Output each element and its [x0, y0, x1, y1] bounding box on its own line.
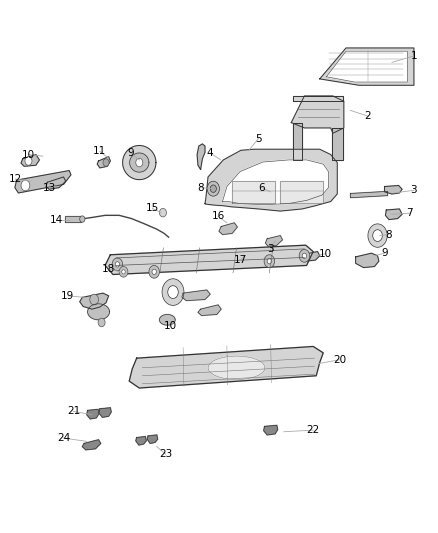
Polygon shape	[332, 128, 343, 160]
Text: 5: 5	[255, 134, 262, 143]
Text: 23: 23	[159, 449, 172, 459]
Polygon shape	[356, 253, 379, 268]
Circle shape	[168, 286, 178, 298]
Text: 20: 20	[333, 355, 346, 365]
Text: 7: 7	[406, 208, 413, 218]
Circle shape	[115, 262, 120, 267]
Polygon shape	[232, 181, 275, 203]
Circle shape	[122, 270, 125, 274]
Circle shape	[264, 255, 275, 268]
Circle shape	[21, 180, 30, 191]
Polygon shape	[385, 185, 402, 194]
Circle shape	[119, 266, 128, 277]
Text: 19: 19	[61, 291, 74, 301]
Circle shape	[162, 279, 184, 305]
Circle shape	[152, 269, 156, 274]
Polygon shape	[97, 157, 110, 168]
Polygon shape	[280, 181, 323, 203]
Polygon shape	[182, 290, 210, 301]
Polygon shape	[123, 146, 156, 180]
Circle shape	[103, 159, 109, 166]
Polygon shape	[293, 123, 302, 160]
Polygon shape	[350, 191, 388, 198]
Polygon shape	[105, 245, 313, 274]
Text: 4: 4	[207, 148, 214, 158]
Circle shape	[149, 265, 159, 278]
Circle shape	[90, 294, 99, 305]
Text: 14: 14	[49, 215, 63, 224]
Polygon shape	[219, 223, 237, 235]
Circle shape	[207, 181, 219, 196]
Circle shape	[80, 216, 85, 222]
Text: 3: 3	[267, 245, 274, 254]
Polygon shape	[21, 155, 39, 166]
Text: 3: 3	[410, 185, 417, 195]
Text: 8: 8	[385, 230, 392, 239]
Polygon shape	[65, 216, 81, 222]
Polygon shape	[326, 51, 407, 82]
Circle shape	[136, 158, 143, 167]
Text: 8: 8	[197, 183, 204, 192]
Text: 10: 10	[22, 150, 35, 159]
Polygon shape	[205, 149, 337, 211]
Polygon shape	[99, 408, 111, 417]
Text: 11: 11	[93, 147, 106, 156]
Circle shape	[25, 157, 32, 165]
Text: 10: 10	[163, 321, 177, 331]
Text: 12: 12	[9, 174, 22, 184]
Polygon shape	[82, 440, 101, 450]
Circle shape	[302, 253, 307, 259]
Polygon shape	[303, 252, 320, 261]
Polygon shape	[136, 437, 146, 445]
Polygon shape	[320, 48, 414, 85]
Circle shape	[159, 208, 166, 217]
Polygon shape	[208, 356, 265, 379]
Circle shape	[210, 185, 216, 192]
Text: 17: 17	[233, 255, 247, 265]
Polygon shape	[15, 171, 71, 193]
Polygon shape	[129, 346, 323, 388]
Polygon shape	[159, 314, 175, 325]
Circle shape	[368, 224, 387, 247]
Text: 9: 9	[127, 148, 134, 158]
Text: 2: 2	[364, 111, 371, 121]
Text: 18: 18	[102, 264, 115, 274]
Polygon shape	[88, 304, 110, 320]
Circle shape	[98, 318, 105, 327]
Text: 10: 10	[318, 249, 332, 259]
Polygon shape	[130, 153, 149, 172]
Polygon shape	[265, 236, 283, 246]
Polygon shape	[147, 435, 158, 443]
Text: 13: 13	[42, 183, 56, 192]
Text: 24: 24	[57, 433, 70, 443]
Polygon shape	[87, 409, 99, 419]
Text: 6: 6	[258, 183, 265, 192]
Circle shape	[112, 258, 123, 271]
Text: 15: 15	[146, 204, 159, 213]
Circle shape	[373, 230, 382, 241]
Text: 21: 21	[67, 407, 80, 416]
Text: 22: 22	[307, 425, 320, 435]
Polygon shape	[46, 177, 66, 189]
Text: 1: 1	[410, 51, 417, 61]
Polygon shape	[198, 305, 221, 316]
Polygon shape	[197, 144, 205, 169]
Circle shape	[299, 249, 310, 262]
Text: 16: 16	[212, 212, 225, 221]
Text: 9: 9	[381, 248, 388, 258]
Polygon shape	[291, 96, 344, 133]
Polygon shape	[264, 425, 278, 435]
Circle shape	[267, 259, 272, 264]
Polygon shape	[80, 293, 109, 309]
Polygon shape	[223, 160, 328, 205]
Polygon shape	[293, 96, 343, 101]
Polygon shape	[385, 209, 402, 220]
